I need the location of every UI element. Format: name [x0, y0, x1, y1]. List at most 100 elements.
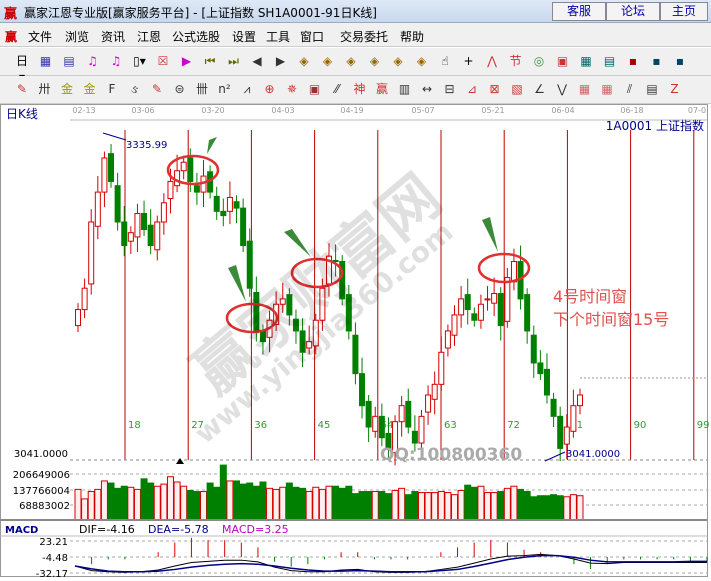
- candle-body: [563, 426, 570, 445]
- lines-icon[interactable]: 卌: [195, 82, 208, 96]
- expand-icon[interactable]: ◈: [393, 54, 403, 68]
- box-icon[interactable]: ⊟: [444, 82, 455, 96]
- candle-body: [484, 298, 491, 301]
- star-icon[interactable]: ✵: [286, 82, 298, 96]
- first-icon[interactable]: ⏮: [204, 54, 216, 68]
- date-label: 04-03: [271, 106, 294, 115]
- target-icon[interactable]: ⊕: [264, 82, 275, 96]
- fan-icon[interactable]: ⩘: [243, 82, 251, 96]
- forum-button[interactable]: 论坛: [606, 2, 660, 21]
- print-icon[interactable]: ▪: [675, 54, 685, 68]
- volume-bar: [213, 486, 221, 521]
- volume-bar: [279, 486, 287, 521]
- move-left-icon[interactable]: ◈: [299, 54, 309, 68]
- macd-tick: -32.17: [36, 569, 68, 578]
- customer-service-button[interactable]: 客服: [552, 2, 606, 21]
- menu-item-5[interactable]: 设置: [232, 30, 257, 44]
- candle-body: [220, 210, 227, 217]
- gann-icon[interactable]: 神: [353, 82, 366, 96]
- gold-ratio-icon[interactable]: 金: [60, 82, 73, 96]
- date-label: 02-13: [72, 106, 95, 115]
- fib-icon[interactable]: F: [108, 82, 116, 96]
- left-icon[interactable]: ◀: [252, 54, 262, 68]
- spiral-icon[interactable]: ઙ: [130, 82, 139, 96]
- menu-item-7[interactable]: 窗口: [300, 30, 325, 44]
- menu-item-6[interactable]: 工具: [266, 30, 291, 44]
- candle-type-icon[interactable]: ▯▾: [133, 54, 146, 68]
- angle-icon[interactable]: ∠: [534, 82, 545, 96]
- volume-bar: [563, 496, 571, 521]
- menu-item-4[interactable]: 公式选股: [172, 30, 221, 44]
- brush-icon[interactable]: ✎: [151, 82, 163, 96]
- macd-value: MACD=3.25: [222, 523, 289, 536]
- volume-bar: [239, 483, 247, 521]
- bars3-icon[interactable]: ♫: [87, 54, 98, 68]
- gold-ratio2-icon[interactable]: 金: [83, 82, 96, 96]
- time-window-label: 81: [570, 420, 583, 431]
- zoom-out-icon[interactable]: ◈: [369, 54, 380, 68]
- candle-body: [530, 334, 537, 364]
- ruler-icon[interactable]: ▥: [398, 82, 411, 96]
- wave-icon[interactable]: ⋁: [557, 82, 567, 96]
- homepage-button[interactable]: 主页: [660, 2, 708, 21]
- collapse-icon[interactable]: ◈: [416, 54, 427, 68]
- formula-icon[interactable]: ☒: [157, 54, 169, 68]
- list-icon[interactable]: ▤: [63, 54, 75, 68]
- gann-fan-icon[interactable]: ⊿: [466, 82, 478, 96]
- n2-icon[interactable]: n²: [218, 82, 231, 96]
- gann-box-icon[interactable]: 赢: [375, 82, 388, 96]
- menu-item-2[interactable]: 资讯: [101, 30, 126, 44]
- calendar-icon[interactable]: ▣: [556, 54, 569, 68]
- pen-icon[interactable]: ✎: [16, 82, 28, 96]
- candle-body: [359, 373, 366, 407]
- matrix-icon[interactable]: ▦: [578, 82, 591, 96]
- volume-tick: 206649006: [13, 470, 70, 481]
- menu-item-8[interactable]: 交易委托: [340, 30, 389, 44]
- parallel-icon[interactable]: ⫽: [626, 82, 633, 96]
- candle-body: [193, 185, 200, 193]
- volume-bar: [404, 494, 412, 521]
- kline-icon[interactable]: ▦: [39, 54, 52, 68]
- last-icon[interactable]: ⏭: [228, 54, 239, 68]
- menu-item-1[interactable]: 浏览: [65, 30, 90, 44]
- marker-triangle-icon: [176, 458, 184, 464]
- flag-icon[interactable]: ▶: [181, 54, 192, 68]
- arrow-icon: [482, 217, 498, 252]
- volume-bar: [318, 488, 326, 521]
- circle-icon[interactable]: ⊜: [174, 82, 185, 96]
- z-icon[interactable]: Z: [670, 82, 679, 96]
- period-day-icon[interactable]: 日▾: [15, 54, 28, 84]
- min-price-label: 3041.0000: [566, 449, 620, 460]
- candle-body: [365, 400, 372, 428]
- crosshair-icon[interactable]: +: [463, 54, 474, 68]
- square-icon[interactable]: ▣: [308, 82, 321, 96]
- menu-item-3[interactable]: 江恩: [137, 30, 162, 44]
- matrix2-icon[interactable]: ▦: [601, 82, 613, 96]
- hand-icon[interactable]: ☝: [441, 54, 449, 68]
- time-window-label: 54: [381, 420, 394, 431]
- measure-icon[interactable]: ↔: [421, 82, 433, 96]
- notes-icon[interactable]: ▤: [603, 54, 616, 68]
- gann-square-icon[interactable]: ▧: [511, 82, 523, 96]
- app-logo-icon: 赢: [4, 7, 18, 22]
- calculator-icon[interactable]: ▦: [580, 54, 592, 68]
- candle-body: [425, 394, 432, 413]
- zoom-in-icon[interactable]: ◈: [346, 54, 356, 68]
- line-draw-icon[interactable]: ⋀: [487, 54, 497, 68]
- candle-body: [306, 341, 313, 349]
- menu-item-9[interactable]: 帮助: [400, 30, 425, 44]
- dif-value: DIF=-4.16: [79, 523, 135, 536]
- save-icon[interactable]: ▪: [628, 54, 638, 68]
- bars9-icon[interactable]: ♫: [110, 54, 122, 68]
- kline-chart[interactable]: 02-13 03-06 03-20 04-03 04-19 05-07 05-21 06-04…: [0, 104, 711, 580]
- menu-item-0[interactable]: 文件: [28, 30, 53, 44]
- cycle-icon[interactable]: ◎: [533, 54, 545, 68]
- table-icon[interactable]: ▤: [646, 82, 658, 96]
- move-right-icon[interactable]: ◈: [322, 54, 333, 68]
- gann-grid-icon[interactable]: ⊠: [489, 82, 500, 96]
- section-icon[interactable]: 节: [509, 54, 522, 68]
- network-icon[interactable]: ▪: [652, 54, 661, 68]
- slash-icon[interactable]: ⁄⁄: [334, 82, 339, 96]
- grid-lines-icon[interactable]: 卅: [38, 82, 51, 96]
- right-icon[interactable]: ▶: [275, 54, 286, 68]
